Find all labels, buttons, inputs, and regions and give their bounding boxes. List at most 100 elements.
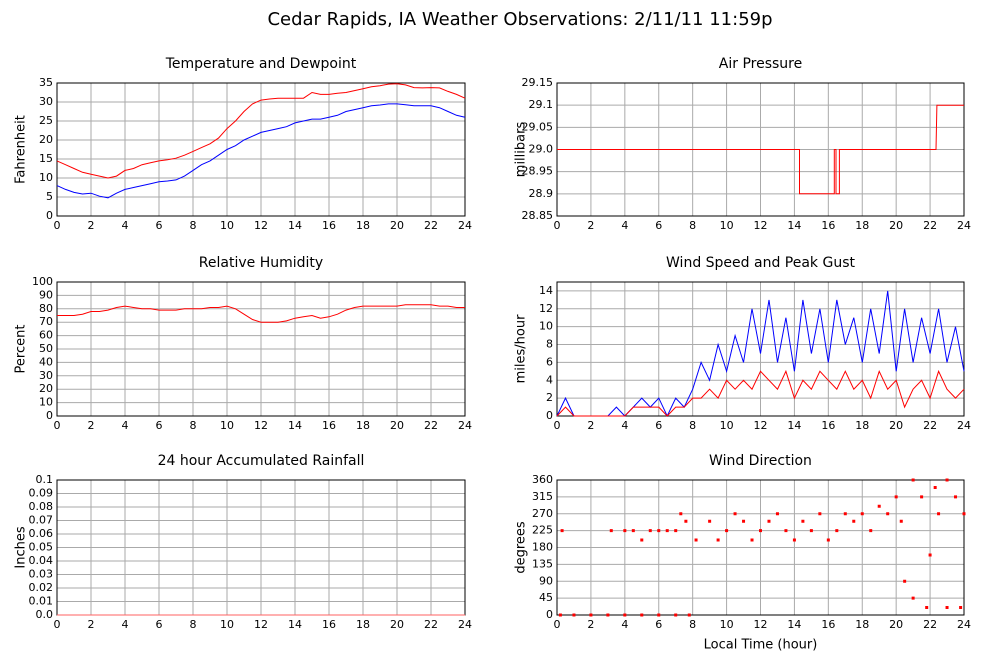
y-tick-label: 0 [46, 409, 53, 422]
x-tick-label: 2 [88, 219, 95, 232]
scatter-point [640, 538, 644, 542]
y-tick-label: 0.02 [29, 581, 54, 594]
scatter-point [623, 613, 627, 617]
x-tick-label: 2 [587, 419, 594, 432]
scatter-point [903, 579, 907, 583]
x-tick-label: 16 [821, 219, 835, 232]
chart-title: Air Pressure [719, 56, 802, 72]
chart-title: Wind Speed and Peak Gust [666, 255, 855, 271]
scatter-point [869, 529, 873, 533]
x-tick-label: 6 [156, 219, 163, 232]
scatter-point [843, 512, 847, 516]
x-tick-label: 2 [587, 219, 594, 232]
x-tick-label: 6 [655, 618, 662, 631]
x-tick-label: 0 [54, 618, 61, 631]
scatter-point [877, 504, 881, 508]
x-tick-label: 4 [621, 419, 628, 432]
scatter-point [911, 478, 915, 482]
x-tick-label: 10 [220, 219, 234, 232]
y-tick-label: 40 [39, 355, 53, 368]
series-line [56, 103, 466, 199]
scatter-point [684, 519, 688, 523]
scatter-point [959, 606, 963, 609]
x-tick-label: 22 [923, 618, 937, 631]
x-tick-label: 12 [254, 419, 268, 432]
x-tick-label: 14 [288, 419, 302, 432]
scatter-point [665, 529, 669, 533]
y-tick-label: 80 [39, 302, 53, 315]
x-tick-label: 10 [720, 219, 734, 232]
y-tick-label: 14 [539, 284, 553, 297]
x-tick-label: 20 [889, 618, 903, 631]
y-tick-label: 60 [39, 329, 53, 342]
scatter-point [725, 529, 729, 533]
plot-frame [556, 281, 965, 417]
y-tick-label: 10 [39, 171, 53, 184]
plot-frame [556, 479, 965, 616]
y-tick-label: 0 [46, 209, 53, 222]
y-tick-label: 0.01 [29, 595, 54, 608]
x-tick-label: 22 [923, 219, 937, 232]
scatter-point [589, 613, 593, 617]
scatter-point [733, 512, 737, 516]
x-tick-label: 16 [322, 219, 336, 232]
plot-frame [56, 82, 466, 217]
x-tick-label: 24 [458, 219, 472, 232]
y-tick-label: 30 [39, 95, 53, 108]
chart-title: Relative Humidity [199, 255, 323, 271]
y-axis-label: Inches [14, 526, 29, 568]
y-tick-label: 0.0 [36, 608, 54, 621]
scatter-point [716, 538, 720, 542]
scatter-point [954, 495, 958, 499]
scatter-point [674, 529, 678, 533]
scatter-point [937, 512, 941, 516]
scatter-point [775, 512, 779, 516]
y-tick-label: 2 [546, 391, 553, 404]
y-tick-label: 6 [546, 355, 553, 368]
scatter-point [911, 596, 915, 600]
y-tick-label: 0.08 [29, 500, 54, 513]
scatter-point [925, 606, 929, 609]
y-tick-label: 0.06 [29, 527, 54, 540]
scatter-point [767, 519, 771, 523]
series-line [57, 304, 465, 323]
x-tick-label: 14 [787, 419, 801, 432]
x-tick-label: 12 [754, 219, 768, 232]
x-tick-label: 4 [122, 618, 129, 631]
x-tick-label: 0 [554, 618, 561, 631]
series-line [56, 83, 466, 179]
y-tick-label: 29.0 [529, 143, 554, 156]
y-tick-label: 4 [546, 373, 553, 386]
y-tick-label: 0.03 [29, 568, 54, 581]
x-tick-label: 24 [458, 419, 472, 432]
scatter-point [920, 495, 924, 499]
x-tick-label: 20 [390, 419, 404, 432]
x-tick-label: 20 [390, 219, 404, 232]
y-tick-label: 360 [532, 473, 553, 486]
y-tick-label: 30 [39, 369, 53, 382]
scatter-point [708, 519, 712, 523]
x-axis-label: Local Time (hour) [704, 638, 818, 653]
x-tick-label: 8 [190, 618, 197, 631]
chart-title: Temperature and Dewpoint [165, 56, 357, 72]
scatter-point [679, 512, 683, 516]
y-tick-label: 35 [39, 76, 53, 89]
scatter-point [933, 486, 937, 489]
x-tick-label: 14 [787, 219, 801, 232]
x-tick-label: 18 [356, 419, 370, 432]
x-tick-label: 16 [322, 419, 336, 432]
x-tick-label: 12 [754, 618, 768, 631]
scatter-point [606, 613, 610, 617]
y-tick-label: 28.95 [522, 165, 554, 178]
x-tick-label: 8 [190, 419, 197, 432]
x-tick-label: 22 [424, 219, 438, 232]
y-tick-label: 0 [546, 409, 553, 422]
x-tick-label: 18 [356, 219, 370, 232]
x-tick-label: 20 [889, 219, 903, 232]
y-tick-label: 0 [546, 608, 553, 621]
scatter-point [640, 613, 644, 617]
scatter-point [801, 519, 805, 523]
x-tick-label: 2 [587, 618, 594, 631]
x-tick-label: 6 [156, 618, 163, 631]
scatter-point [852, 519, 856, 523]
